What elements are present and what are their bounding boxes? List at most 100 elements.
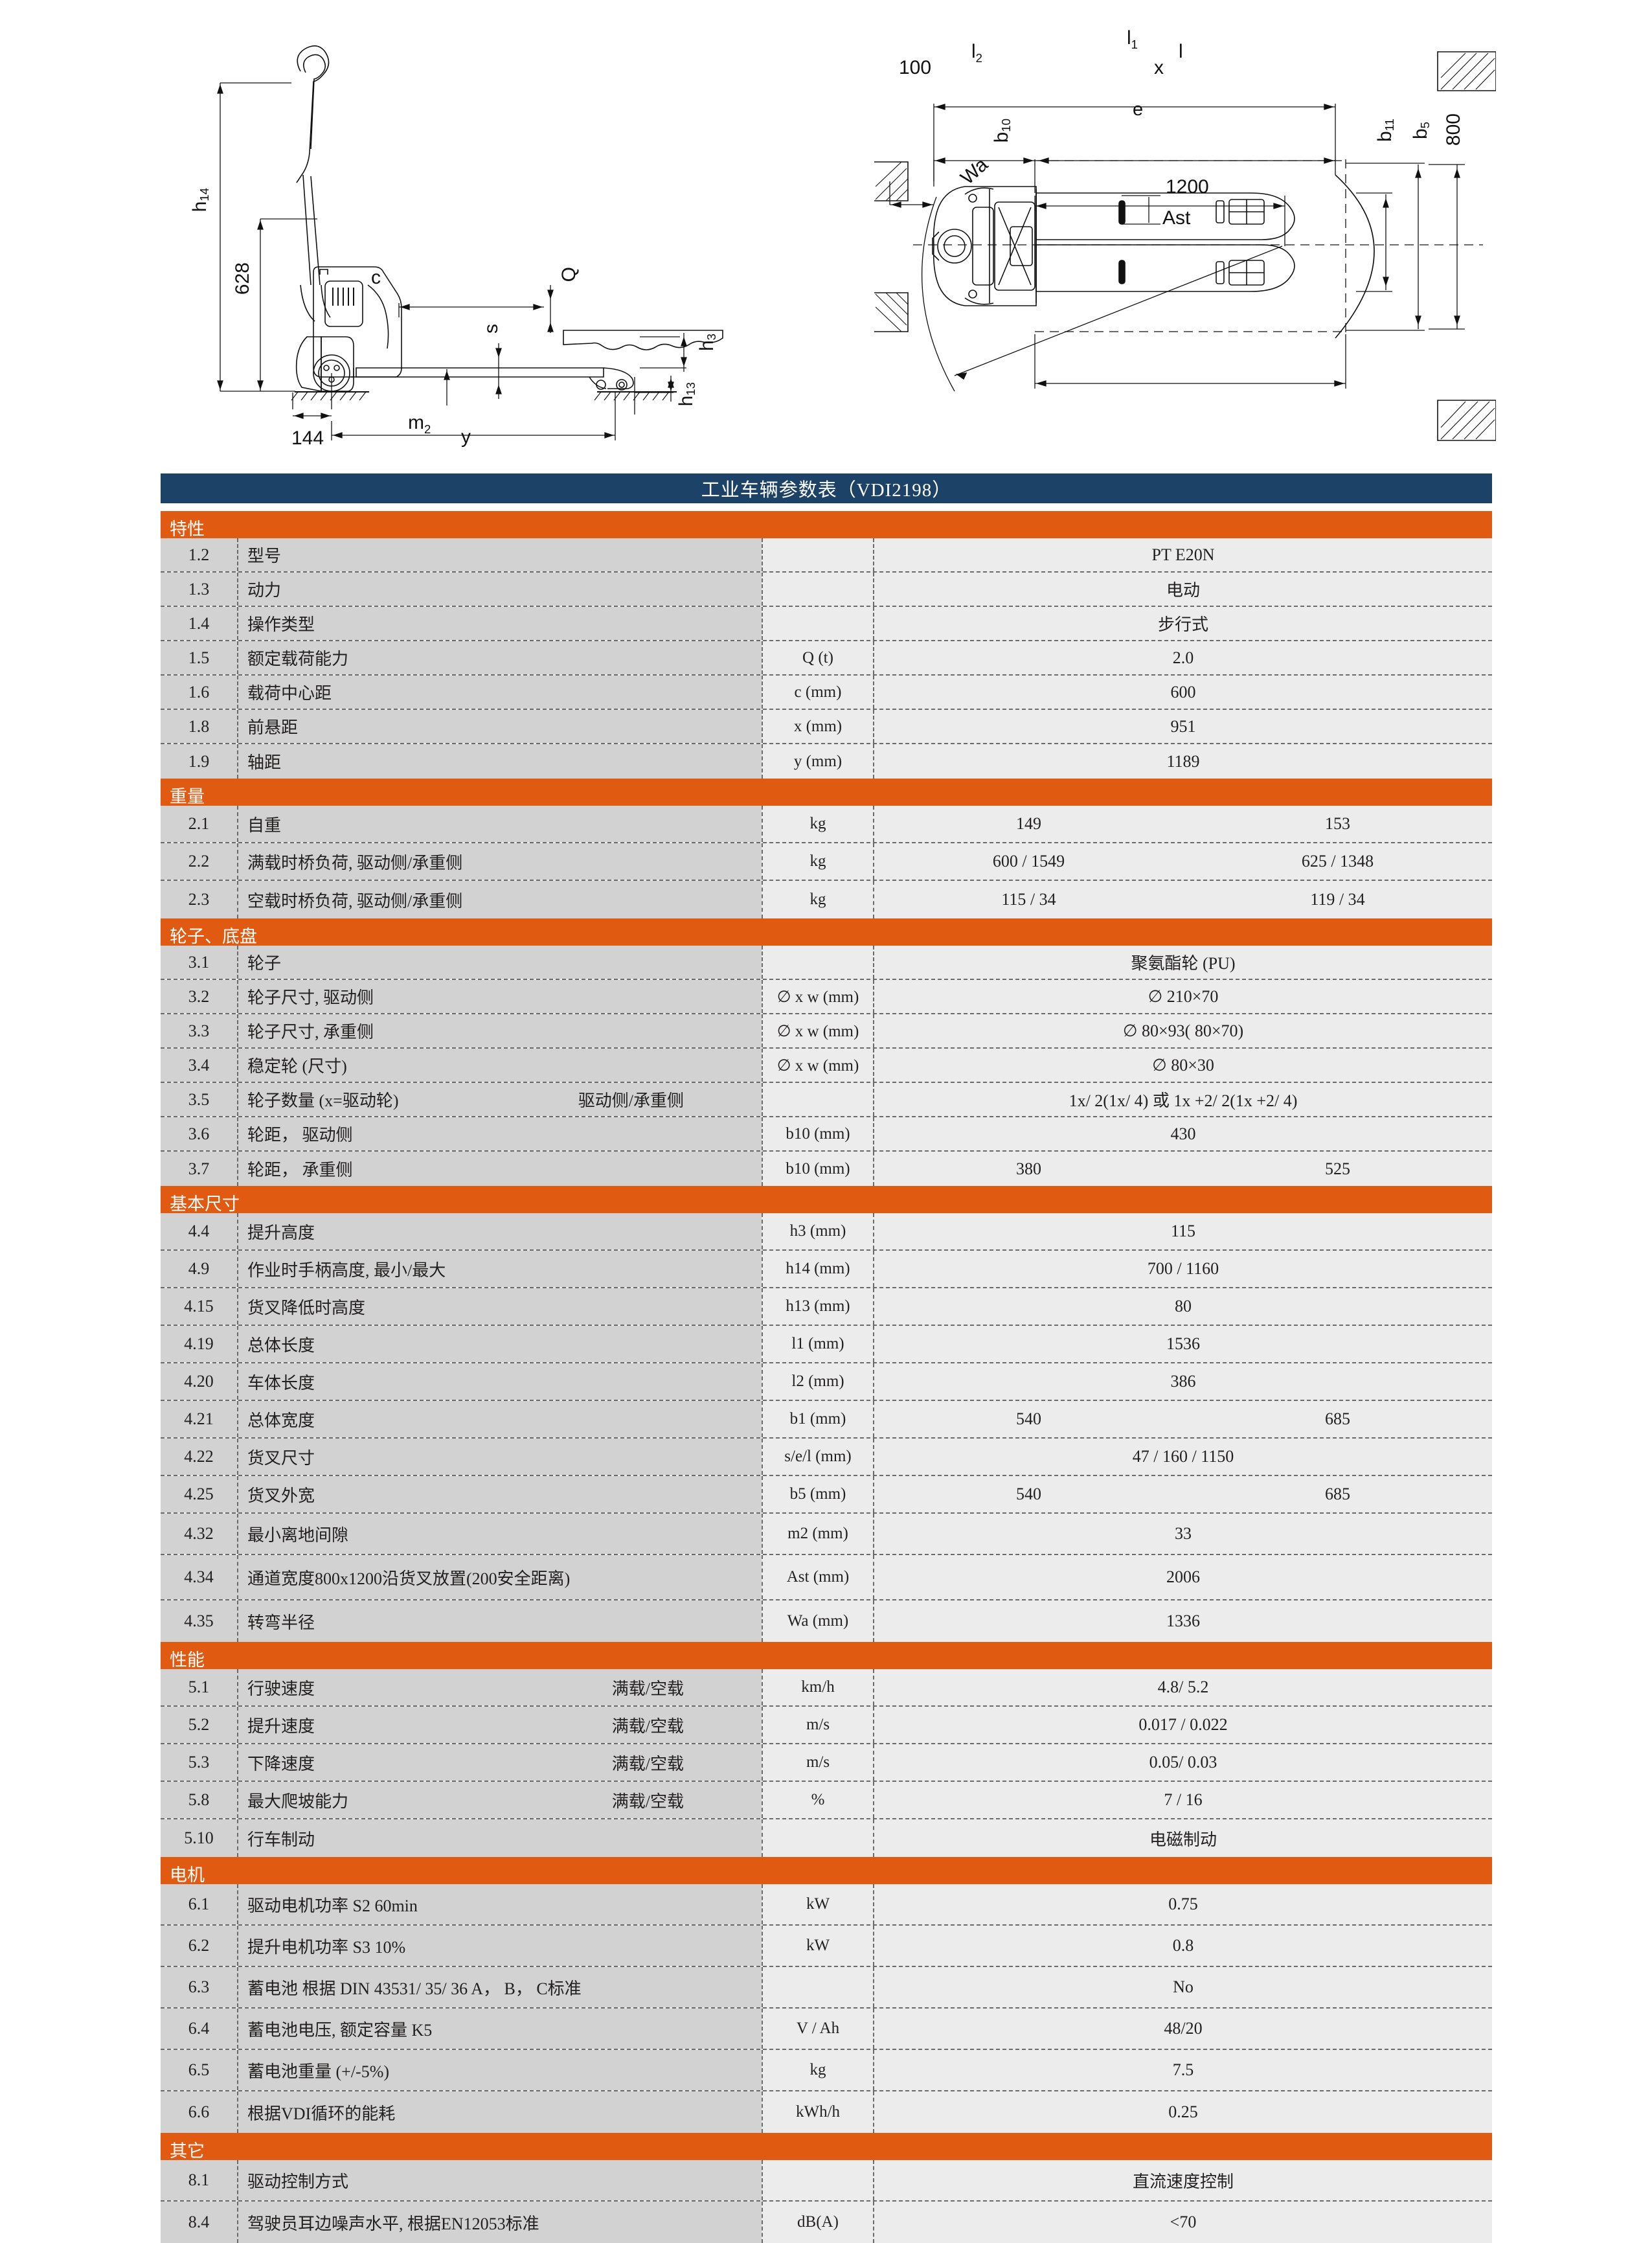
dim-label-c: c [371, 267, 381, 288]
table-row: 4.22 货叉尺寸 s/e/l (mm) 47 / 160 / 1150 [161, 1439, 1492, 1476]
row-description-main: 蓄电池重量 (+/-5%) [247, 2062, 390, 2081]
section-rows: 4.4 提升高度 h3 (mm) 115 4.9 作业时手柄高度, 最小/最大 h14 (m… [161, 1213, 1492, 1642]
dim-label-l1: l1 [1127, 27, 1138, 51]
row-unit [762, 573, 873, 606]
row-unit: km/h [762, 1669, 873, 1705]
row-description: 轴距 [237, 744, 762, 779]
row-value: 1536 [1166, 1334, 1200, 1353]
dim-label-h3: h3 [696, 334, 718, 352]
row-description-main: 轮子数量 (x=驱动轮) [247, 1091, 399, 1110]
row-values: 951 [873, 710, 1492, 743]
row-value-pair: 380 525 [874, 1159, 1492, 1179]
table-row: 6.1 驱动电机功率 S2 60min kW 0.75 [161, 1884, 1492, 1926]
row-number: 1.5 [161, 641, 237, 674]
row-value: 聚氨酯轮 (PU) [1131, 954, 1236, 973]
row-description-main: 空载时桥负荷, 驱动侧/承重侧 [247, 891, 463, 911]
table-row: 8.4 驾驶员耳边噪声水平, 根据EN12053标准 dB(A) <70 [161, 2202, 1492, 2243]
row-value: 540 [1016, 1409, 1041, 1428]
row-value: 48/20 [1164, 2019, 1203, 2038]
dim-label-x: x [1154, 57, 1164, 78]
table-row: 6.5 蓄电池重量 (+/-5%) kg 7.5 [161, 2050, 1492, 2091]
row-value: 625 / 1348 [1301, 852, 1374, 871]
row-description-main: 货叉尺寸 [247, 1448, 315, 1468]
row-number: 4.35 [161, 1600, 237, 1642]
row-values: 430 [873, 1117, 1492, 1150]
row-number: 3.1 [161, 946, 237, 979]
row-number: 1.4 [161, 607, 237, 640]
table-row: 5.2 提升速度 满载/空载 m/s 0.017 / 0.022 [161, 1707, 1492, 1744]
row-description: 提升电机功率 S3 10% [237, 1926, 762, 1966]
table-row: 6.2 提升电机功率 S3 10% kW 0.8 [161, 1926, 1492, 1967]
row-values: 1536 [873, 1326, 1492, 1362]
row-description: 轮子数量 (x=驱动轮) 驱动侧/承重侧 [237, 1083, 762, 1116]
row-value: 380 [1016, 1159, 1041, 1178]
row-number: 4.32 [161, 1514, 237, 1554]
row-description: 作业时手柄高度, 最小/最大 [237, 1251, 762, 1287]
row-number: 2.3 [161, 881, 237, 918]
dim-label-b11: b11 [1374, 119, 1396, 142]
row-values: ∅ 210×70 [873, 980, 1492, 1013]
row-value: 685 [1325, 1485, 1350, 1503]
table-row: 3.6 轮距， 驱动侧 b10 (mm) 430 [161, 1117, 1492, 1152]
row-number: 3.5 [161, 1083, 237, 1116]
row-number: 4.22 [161, 1439, 237, 1475]
row-description-main: 型号 [247, 547, 282, 565]
row-value: ∅ 80×30 [1152, 1055, 1214, 1075]
row-description-main: 轮距， 承重侧 [247, 1161, 353, 1179]
table-row: 5.8 最大爬坡能力 满载/空载% 7 / 16 [161, 1782, 1492, 1819]
row-unit: ∅ x w (mm) [762, 1049, 873, 1082]
row-description-sub: 满载/空载 [611, 1792, 684, 1811]
row-number: 4.19 [161, 1326, 237, 1362]
row-value: 119 / 34 [1310, 890, 1365, 909]
section-header: 轮子、底盘 [161, 918, 1492, 946]
row-values: 0.05/ 0.03 [873, 1744, 1492, 1781]
dim-label-h13: h13 [675, 382, 697, 407]
row-number: 4.20 [161, 1363, 237, 1400]
dim-label-l2: l2 [971, 41, 983, 65]
row-description: 空载时桥负荷, 驱动侧/承重侧 [237, 881, 762, 918]
row-number: 1.2 [161, 538, 237, 571]
row-description-main: 车体长度 [247, 1373, 315, 1393]
row-values: 4.8/ 5.2 [873, 1669, 1492, 1705]
row-number: 8.4 [161, 2202, 237, 2243]
row-value: 0.8 [1172, 1936, 1194, 1955]
row-number: 4.15 [161, 1288, 237, 1325]
row-value-pair: 149 153 [874, 814, 1492, 834]
row-number: 5.3 [161, 1744, 237, 1781]
table-row: 3.5 轮子数量 (x=驱动轮) 驱动侧/承重侧 1x/ 2(1x/ 4) 或 1x … [161, 1083, 1492, 1117]
row-description: 蓄电池电压, 额定容量 K5 [237, 2009, 762, 2049]
row-values: 电动 [873, 573, 1492, 606]
dim-label-Q: Q [558, 267, 580, 282]
row-description: 轮子 [237, 946, 762, 979]
row-description: 自重 [237, 806, 762, 842]
row-description-sub: 满载/空载 [611, 1679, 684, 1698]
table-row: 1.3 动力 电动 [161, 573, 1492, 607]
row-description-main: 前悬距 [247, 718, 299, 737]
row-description-main: 轮距， 驱动侧 [247, 1126, 353, 1144]
row-value: 7.5 [1172, 2060, 1194, 2079]
row-description: 下降速度 满载/空载 [237, 1744, 762, 1781]
row-description-main: 货叉外宽 [247, 1486, 315, 1505]
row-values: 380 525 [873, 1152, 1492, 1186]
row-unit: b5 (mm) [762, 1476, 873, 1512]
row-unit: b1 (mm) [762, 1401, 873, 1437]
row-description: 货叉尺寸 [237, 1439, 762, 1475]
row-value: 0.05/ 0.03 [1149, 1753, 1217, 1771]
row-description: 驱动电机功率 S2 60min [237, 1884, 762, 1924]
row-value: 386 [1170, 1372, 1196, 1391]
table-row: 5.3 下降速度 满载/空载 m/s 0.05/ 0.03 [161, 1744, 1492, 1782]
row-description-main: 额定载荷能力 [247, 650, 349, 668]
row-value: No [1173, 1977, 1194, 1996]
table-sections: 特性 1.2 型号 PT E20N 1.3 动力 电动 1.4 操作类型 步行式 1.5 额定载荷能力… [161, 511, 1492, 2243]
table-row: 4.19 总体长度 l1 (mm) 1536 [161, 1326, 1492, 1363]
row-description-main: 下降速度 [247, 1754, 315, 1773]
row-number: 4.25 [161, 1476, 237, 1512]
row-values: 步行式 [873, 607, 1492, 640]
section-rows: 2.1 自重 kg 149 153 2.2 满载时桥负荷, 驱动侧/承重侧 kg 600 / 1… [161, 806, 1492, 918]
section-header: 性能 [161, 1642, 1492, 1669]
row-description: 转弯半径 [237, 1600, 762, 1642]
row-description-main: 轮子尺寸, 驱动侧 [247, 988, 374, 1007]
row-unit: dB(A) [762, 2202, 873, 2243]
row-description-main: 总体长度 [247, 1336, 315, 1355]
